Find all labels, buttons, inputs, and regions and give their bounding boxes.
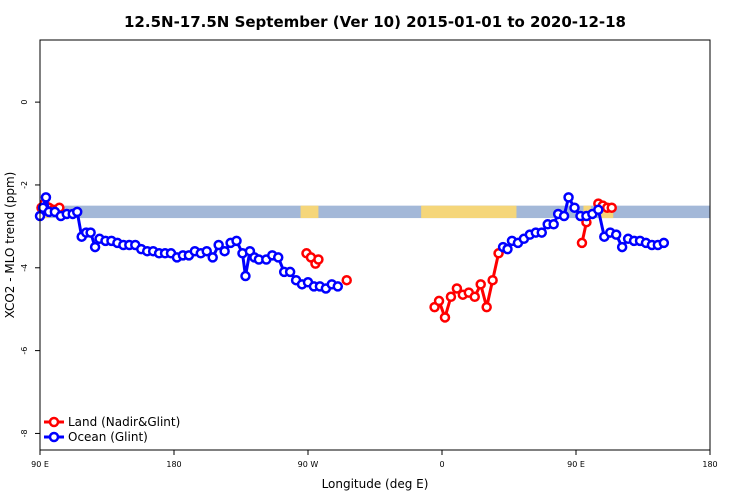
data-point-ocean — [40, 192, 52, 203]
data-point-land — [341, 274, 352, 286]
data-point-land — [439, 312, 451, 323]
data-point-land — [433, 295, 445, 307]
y-tick-label: -4 — [20, 264, 29, 272]
x-tick-label: 90 E — [31, 460, 49, 469]
data-point-land — [576, 237, 588, 249]
data-point-ocean — [240, 270, 251, 282]
data-point-land — [313, 254, 324, 265]
land-band-segment — [300, 205, 319, 219]
y-tick-label: -8 — [20, 429, 29, 437]
data-point-land — [487, 274, 498, 286]
data-point-ocean — [213, 239, 224, 251]
data-point-land — [606, 202, 617, 213]
legend-label-land: Land (Nadir&Glint) — [68, 415, 180, 429]
y-axis-label: XCO2 - MLO trend (ppm) — [3, 172, 17, 319]
axes: 90 E 180 90 W 0 90 E 180 0 -2 -4 -6 -8 — [20, 100, 718, 469]
legend: Land (Nadir&Glint) Ocean (Glint) — [44, 415, 180, 444]
data-point-land — [445, 291, 457, 303]
data-point-ocean — [569, 202, 580, 213]
x-tick-label: 180 — [702, 460, 717, 469]
legend-label-ocean: Ocean (Glint) — [68, 430, 148, 444]
data-point-land — [469, 291, 481, 303]
legend-item-ocean: Ocean (Glint) — [44, 430, 148, 444]
data-point-ocean — [558, 210, 570, 222]
data-point-ocean — [207, 252, 218, 263]
data-point-ocean — [71, 206, 83, 218]
data-point-ocean — [89, 241, 101, 253]
data-point-ocean — [284, 266, 296, 278]
y-tick-label: 0 — [20, 100, 29, 105]
data-point-ocean — [593, 204, 604, 216]
data-point-ocean — [548, 219, 559, 230]
data-point-ocean — [272, 252, 284, 263]
x-tick-label: 0 — [439, 460, 444, 469]
data-point-ocean — [332, 281, 344, 292]
series-layer — [34, 192, 670, 323]
data-point-ocean — [616, 241, 628, 253]
y-tick-label: -6 — [20, 347, 29, 355]
ocean-band — [40, 205, 710, 219]
data-point-ocean — [502, 243, 513, 255]
data-point-ocean — [231, 235, 242, 247]
x-tick-label: 90 E — [567, 460, 585, 469]
x-tick-label: 90 W — [298, 460, 319, 469]
chart-title: 12.5N-17.5N September (Ver 10) 2015-01-0… — [124, 13, 626, 31]
data-point-ocean — [85, 227, 96, 238]
x-axis-label: Longitude (deg E) — [322, 477, 429, 491]
data-point-land — [475, 279, 486, 290]
legend-item-land: Land (Nadir&Glint) — [44, 415, 180, 429]
data-point-land — [451, 283, 463, 294]
data-point-ocean — [610, 229, 622, 240]
data-point-ocean — [563, 192, 574, 203]
y-tick-label: -2 — [20, 181, 29, 189]
data-point-ocean — [658, 237, 670, 249]
data-point-ocean — [536, 227, 548, 238]
data-point-land — [481, 301, 492, 313]
plot-frame — [39, 39, 711, 451]
data-point-ocean — [201, 245, 213, 257]
data-point-ocean — [219, 245, 230, 257]
x-tick-label: 180 — [166, 460, 181, 469]
land-band-segment — [421, 205, 517, 219]
